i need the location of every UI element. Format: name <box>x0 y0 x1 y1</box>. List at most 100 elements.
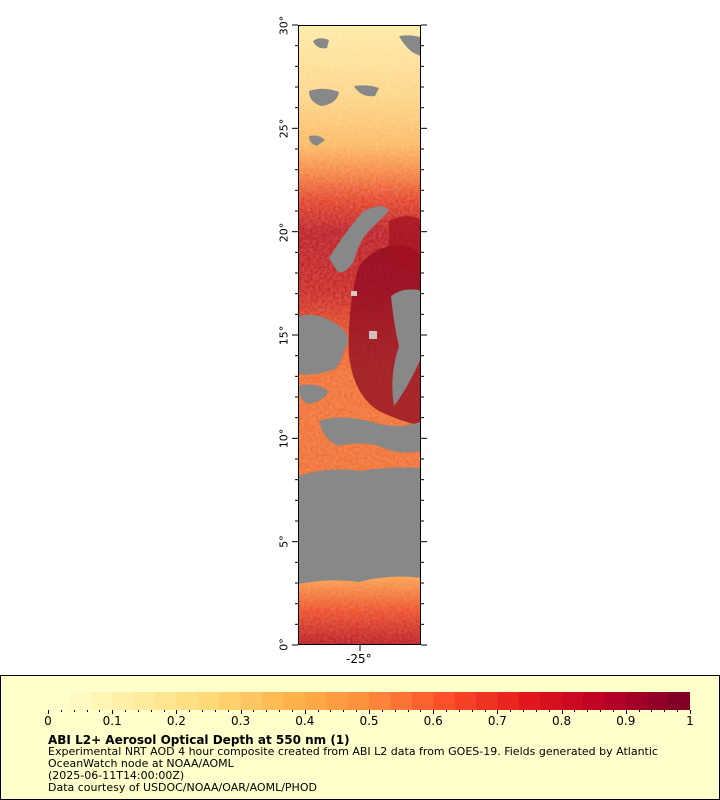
colorbar-tick <box>677 710 679 712</box>
cloud-gap <box>309 88 339 106</box>
cloud-gap <box>399 35 420 56</box>
cloud-gap <box>309 135 325 146</box>
cloud-gap <box>319 417 420 453</box>
colorbar-tick <box>356 710 358 712</box>
legend-panel: 0 0.1 0.2 0.3 0.4 0.5 0.6 0.7 0.8 0.9 1 ABI L2+ Ae… <box>0 675 720 800</box>
colorbar-segment <box>433 692 456 710</box>
colorbar-tick-label: 0.3 <box>231 714 251 728</box>
colorbar-tick <box>330 710 332 712</box>
colorbar-tick-label: 0.5 <box>359 714 379 728</box>
colorbar-tick <box>176 710 178 714</box>
high-aod-core-north <box>389 216 420 276</box>
colorbar-tick <box>471 710 473 712</box>
lat-label-20: 20° <box>277 222 291 243</box>
colorbar-tick-label: 0.7 <box>487 714 507 728</box>
aod-map <box>298 25 421 645</box>
colorbar-segment <box>454 692 477 710</box>
colorbar-tick <box>343 710 345 712</box>
low-aod-patch <box>369 331 377 339</box>
colorbar-tick <box>587 710 589 712</box>
colorbar-tick <box>535 710 537 712</box>
colorbar-tick <box>163 710 165 712</box>
lat-label-15: 15° <box>277 325 291 346</box>
colorbar-segment <box>369 692 391 710</box>
colorbar-tick <box>73 710 75 712</box>
colorbar-tick <box>510 710 512 712</box>
colorbar-segment <box>583 692 605 710</box>
legend-timestamp: (2025-06-11T14:00:00Z) <box>48 769 185 782</box>
colorbar-segment <box>518 692 541 710</box>
colorbar <box>48 692 690 710</box>
colorbar-tick <box>112 710 114 714</box>
legend-description-line2: OceanWatch node at NOAA/AOML <box>48 757 234 770</box>
colorbar-tick-label: 0.6 <box>423 714 443 728</box>
legend-text: ABI L2+ Aerosol Optical Depth at 550 nm … <box>48 734 698 794</box>
colorbar-tick <box>99 710 101 712</box>
colorbar-segment <box>390 692 413 710</box>
colorbar-tick <box>60 710 62 712</box>
colorbar-tick <box>638 710 640 712</box>
colorbar-segment <box>604 692 627 710</box>
colorbar-tick <box>651 710 653 712</box>
colorbar-tick-label: 0.1 <box>102 714 122 728</box>
colorbar-tick <box>279 710 281 712</box>
colorbar-tick <box>600 710 602 712</box>
colorbar-tick <box>266 710 268 712</box>
colorbar-segment <box>219 692 242 710</box>
colorbar-tick <box>407 710 409 712</box>
cloud-gap <box>313 38 329 49</box>
colorbar-segment <box>561 692 584 710</box>
itcz-cloud-band <box>299 467 420 583</box>
cloud-gap <box>299 384 329 404</box>
colorbar-segment <box>540 692 563 710</box>
colorbar-segment <box>262 692 284 710</box>
colorbar-segment <box>476 692 498 710</box>
cloud-region-west <box>299 314 348 375</box>
lat-label-0: 0° <box>277 638 291 651</box>
colorbar-tick <box>561 710 563 714</box>
colorbar-tick-label: 0.2 <box>166 714 186 728</box>
colorbar-tick-label: 0.8 <box>552 714 572 728</box>
colorbar-tick <box>48 710 49 714</box>
low-aod-patch <box>351 291 357 296</box>
colorbar-segment <box>647 692 670 710</box>
colorbar-tick <box>574 710 576 712</box>
colorbar-tick <box>433 710 435 714</box>
colorbar-tick <box>625 710 627 714</box>
colorbar-segment <box>497 692 520 710</box>
colorbar-tick <box>458 710 460 712</box>
colorbar-segment <box>326 692 349 710</box>
lat-label-10: 10° <box>277 428 291 449</box>
colorbar-tick <box>137 710 139 712</box>
colorbar-segment <box>112 692 135 710</box>
colorbar-segment <box>176 692 199 710</box>
lat-label-30: 30° <box>277 15 291 36</box>
colorbar-tick-label: 1 <box>686 714 694 728</box>
cloud-gap <box>354 85 379 97</box>
colorbar-segment <box>240 692 263 710</box>
colorbar-segment <box>411 692 434 710</box>
colorbar-segment <box>304 692 327 710</box>
lat-label-25: 25° <box>277 118 291 139</box>
cloud-band <box>329 206 389 273</box>
colorbar-tick-label: 0 <box>44 714 52 728</box>
colorbar-tick <box>548 710 550 712</box>
cloud-region-east <box>391 289 420 406</box>
colorbar-tick <box>214 710 216 712</box>
colorbar-tick <box>317 710 319 712</box>
colorbar-segment <box>90 692 113 710</box>
colorbar-segment <box>668 692 690 710</box>
colorbar-tick <box>240 710 242 714</box>
colorbar-segment <box>625 692 648 710</box>
colorbar-segment <box>283 692 306 710</box>
colorbar-tick <box>369 710 370 714</box>
colorbar-tick <box>125 710 127 712</box>
colorbar-tick <box>189 710 191 712</box>
colorbar-tick <box>664 710 666 712</box>
colorbar-tick <box>394 710 396 712</box>
colorbar-segment <box>155 692 177 710</box>
colorbar-tick <box>202 710 204 712</box>
colorbar-tick <box>253 710 255 712</box>
colorbar-tick <box>86 710 88 712</box>
colorbar-segment <box>133 692 156 710</box>
